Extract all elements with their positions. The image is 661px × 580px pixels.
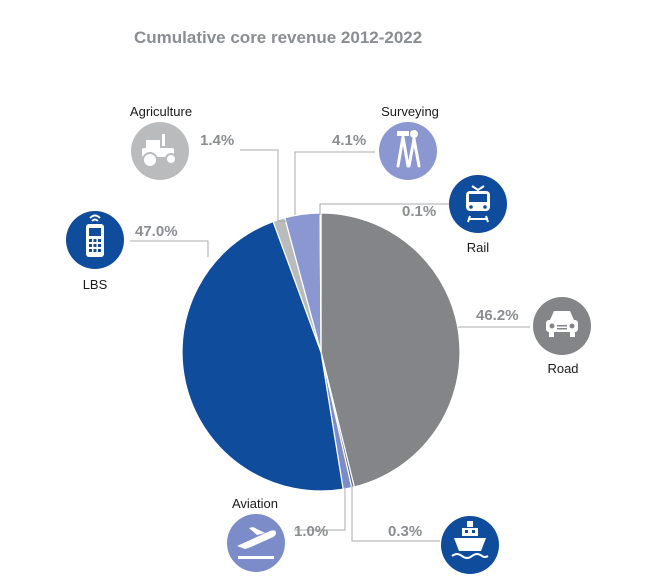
category-label-surveying: Surveying (381, 104, 439, 119)
leader-line-agriculture (240, 149, 290, 222)
data-label-surveying: 4.1% (332, 132, 366, 149)
train-icon (449, 175, 507, 233)
tractor-icon (131, 122, 189, 180)
pie-slice-road (320, 212, 461, 488)
airplane-takeoff-icon (227, 514, 285, 572)
leader-line-rail (319, 203, 450, 215)
leader-line-aviation (294, 487, 346, 531)
data-label-agriculture: 1.4% (200, 132, 234, 149)
category-label-aviation: Aviation (232, 496, 278, 511)
data-label-aviation: 1.0% (294, 523, 328, 540)
car-front-icon (533, 297, 591, 355)
pie-slice-lbs (181, 220, 344, 492)
data-label-lbs: 47.0% (135, 223, 178, 240)
data-label-rail: 0.1% (402, 203, 436, 220)
ship-icon (441, 516, 499, 574)
leader-line-maritime (351, 485, 440, 542)
category-label-agriculture: Agriculture (130, 104, 192, 119)
data-label-maritime: 0.3% (388, 523, 422, 540)
pie-slices (181, 212, 461, 492)
surveyor-tripod-icon (379, 122, 437, 180)
chart-title: Cumulative core revenue 2012-2022 (134, 28, 422, 47)
category-label-road: Road (547, 361, 578, 376)
data-label-road: 46.2% (476, 307, 519, 324)
category-label-rail: Rail (467, 240, 490, 255)
leader-line-surveying (294, 151, 375, 215)
leader-line-lbs (130, 240, 209, 257)
category-label-lbs: LBS (83, 277, 108, 292)
mobile-phone-icon (66, 211, 124, 269)
